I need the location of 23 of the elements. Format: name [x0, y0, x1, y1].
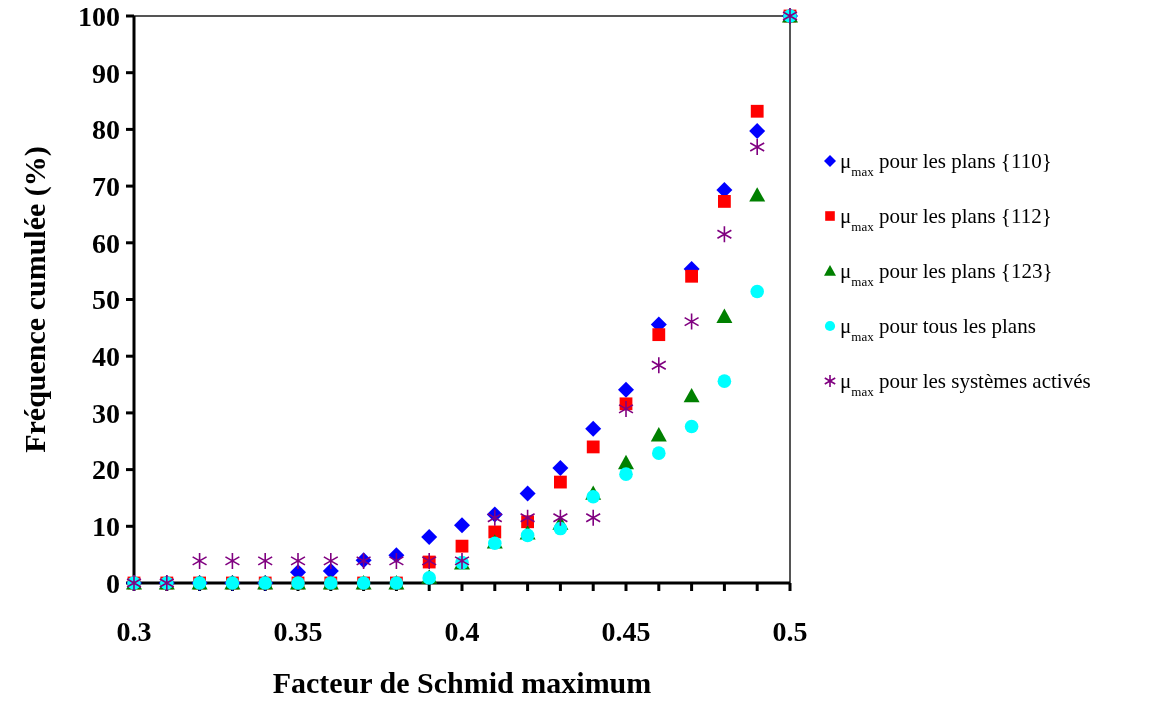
x-tick-label: 0.3 [116, 616, 152, 647]
y-tick-label: 90 [92, 57, 120, 89]
x-tick-label: 0.4 [444, 616, 480, 647]
x-tick-label: 0.45 [601, 616, 651, 647]
y-tick-label: 50 [92, 284, 120, 316]
legend-label: μ$_{max}$ pour tous les plans [840, 314, 1036, 344]
y-tick-label: 10 [92, 511, 120, 543]
y-tick-label: 40 [92, 341, 120, 372]
legend-label: μ$_{max}$ pour les plans {123} [840, 259, 1053, 289]
legend-label: μ$_{max}$ pour les systèmes activés [840, 369, 1091, 399]
y-tick-label: 70 [92, 170, 120, 202]
y-axis-title: Fréquence cumulée (%) [18, 146, 52, 453]
y-tick-label: 100 [78, 0, 120, 32]
legend-label: μ$_{max}$ pour les plans {112} [840, 204, 1052, 234]
x-axis-title: Facteur de Schmid maximum [272, 666, 652, 699]
y-tick-label: 80 [92, 114, 120, 146]
x-tick-label: 0.35 [273, 616, 323, 647]
y-tick-label: 0 [106, 567, 120, 599]
x-tick-label: 0.5 [772, 616, 808, 647]
legend-label: μ$_{max}$ pour les plans {110} [840, 149, 1052, 179]
y-tick-label: 20 [92, 454, 120, 486]
y-tick-label: 30 [92, 397, 120, 429]
y-tick-label: 60 [92, 227, 120, 259]
